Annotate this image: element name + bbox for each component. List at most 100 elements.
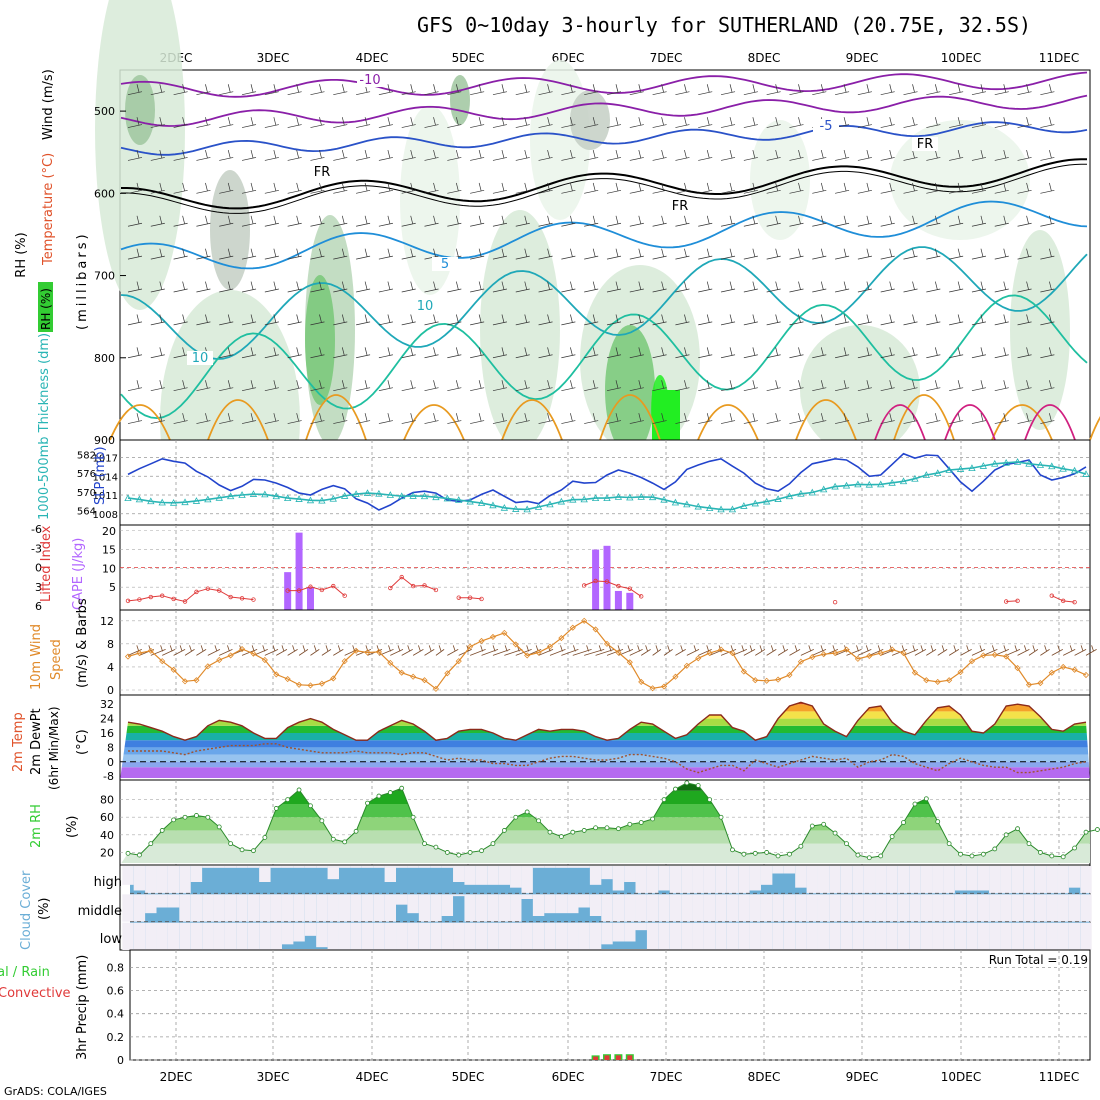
wind-barb <box>629 281 644 293</box>
wind10m-barb <box>663 645 673 656</box>
wind-barb <box>766 281 781 293</box>
cloud-clear-cell <box>156 894 168 908</box>
label-rh-text: RH (%) <box>39 288 53 330</box>
rh2m-point <box>821 821 827 827</box>
wind10m-point <box>877 650 884 657</box>
wind10m-barb <box>184 645 195 656</box>
cloud-clear-cell <box>738 922 750 950</box>
thickness-marker <box>956 465 965 472</box>
rh2m-point <box>444 850 450 855</box>
cloud-clear-cell <box>1068 922 1081 950</box>
wind-barb <box>378 281 393 293</box>
thickness-marker <box>226 492 235 500</box>
cloud-clear-cell <box>190 922 203 950</box>
wind-barb <box>1017 117 1032 128</box>
wind-barb <box>333 380 348 392</box>
wind-barb <box>880 314 895 326</box>
thickness-marker <box>318 496 326 504</box>
wind10m-barb <box>789 645 801 656</box>
wind-barb <box>538 182 553 194</box>
cloud-clear-cell <box>840 922 853 950</box>
wind-barb <box>994 413 1009 424</box>
cloud-clear-cell <box>589 866 602 885</box>
wind-barb <box>287 380 302 392</box>
precip-tick-label: 0.4 <box>107 1008 125 1021</box>
wind-barb <box>196 84 211 96</box>
wind-barb <box>127 380 143 392</box>
wind-barb <box>903 84 918 96</box>
wind10m-point <box>501 629 508 636</box>
cloud-clear-cell <box>418 922 431 950</box>
cloud-clear-cell <box>989 866 1001 894</box>
run-total: Run Total = 0.19 <box>989 953 1088 967</box>
wind-barb <box>264 248 279 260</box>
wind10m-point <box>1037 680 1044 687</box>
wind-barbs <box>127 84 1055 424</box>
wind-barb <box>196 413 211 424</box>
wind-barb <box>356 314 371 326</box>
wind10m-line <box>127 620 1087 690</box>
contour-label: FR <box>672 199 689 214</box>
cloud-clear-cell <box>202 894 214 922</box>
wind-barb <box>698 347 713 359</box>
wind-barb <box>994 117 1009 128</box>
lifted-index-point <box>1049 593 1054 598</box>
wind-barb <box>470 347 485 359</box>
rh2m-point <box>935 819 941 825</box>
temperature-contours <box>109 71 1100 441</box>
pressure-tick-label: 600 <box>94 187 115 200</box>
cloud-clear-cell <box>487 894 499 922</box>
slp-thickness-axis: 1008 1011 1014 1017 564 570 576 582 <box>77 450 118 520</box>
contour-warm <box>991 404 1053 441</box>
cloud-clear-cell <box>886 866 898 894</box>
cloud-clear-cell <box>270 922 282 950</box>
cloud-clear-cell <box>863 866 876 894</box>
rh2m-point <box>239 847 245 853</box>
contour-label: 5 <box>441 257 449 272</box>
date-label-bottom: 5DEC <box>452 1070 485 1084</box>
wind-barb <box>127 314 143 326</box>
cape-bar <box>603 545 611 610</box>
rh2m-point <box>912 801 918 807</box>
cloud-clear-cell <box>578 866 590 868</box>
rh-shading <box>95 0 1070 550</box>
wind-barb <box>766 84 781 96</box>
wind10m-barb <box>264 645 279 656</box>
wind-barb <box>971 117 987 128</box>
wind10m-barb <box>812 645 827 656</box>
date-label-bottom: 4DEC <box>356 1070 389 1084</box>
wind10m-point <box>489 633 497 640</box>
rh2m-point <box>798 843 804 849</box>
wind-barb <box>356 281 371 293</box>
wind10m-barb <box>652 645 662 656</box>
wind-barb <box>470 413 485 424</box>
cloud-clear-cell <box>224 894 237 922</box>
wind-barb <box>584 215 599 227</box>
wind-barb <box>333 215 348 227</box>
thickness-marker <box>820 485 828 493</box>
wind-barb <box>424 281 439 293</box>
wind10m-barb <box>983 645 998 656</box>
cloud-clear-cell <box>167 922 180 950</box>
rh2m-point <box>319 818 325 824</box>
wind-barb <box>401 117 416 128</box>
wind10m-point <box>775 676 782 683</box>
wind10m-point <box>866 652 873 660</box>
rh2m-point <box>1060 854 1066 860</box>
wind-barb <box>515 380 530 392</box>
wind-barb <box>698 314 713 326</box>
wind-barb <box>287 314 302 326</box>
wind10m-barb <box>207 645 221 656</box>
thickness-marker <box>717 505 725 513</box>
wind-tick-label: 0 <box>107 684 114 697</box>
thickness-marker <box>295 495 303 502</box>
wind-barb <box>949 281 964 293</box>
wind-barb <box>675 347 690 359</box>
wind-barb <box>1017 182 1032 194</box>
rh2m-point <box>365 800 370 806</box>
cloud-clear-cell <box>932 894 944 922</box>
cloud-clear-cell <box>350 922 362 950</box>
cloud-clear-cell <box>327 922 339 950</box>
wind-barb <box>401 149 416 161</box>
wind-barb <box>629 413 644 424</box>
